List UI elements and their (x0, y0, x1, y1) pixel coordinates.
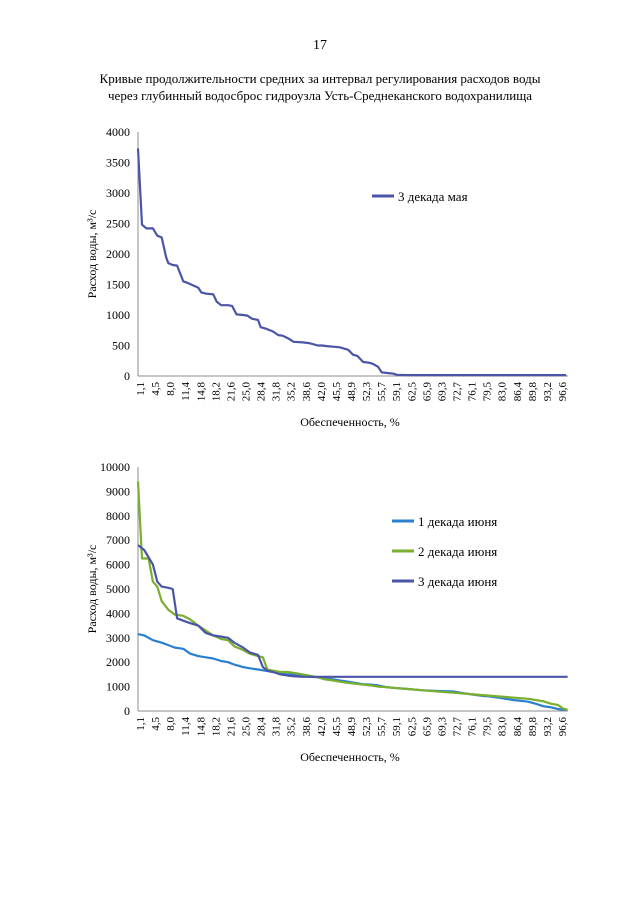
y-tick-label: 4000 (106, 125, 130, 139)
x-tick-label: 8,0 (165, 717, 177, 731)
y-tick-label: 7000 (106, 533, 130, 547)
y-tick-label: 2000 (106, 655, 130, 669)
x-tick-label: 83,0 (497, 382, 509, 402)
legend-label: 1 декада июня (418, 514, 497, 529)
x-tick-label: 14,8 (195, 717, 207, 737)
x-tick-label: 69,3 (436, 382, 448, 402)
x-tick-label: 79,5 (482, 717, 494, 737)
x-tick-label: 14,8 (195, 382, 207, 402)
x-tick-label: 8,0 (165, 382, 177, 396)
x-tick-label: 21,6 (225, 717, 237, 737)
x-tick-label: 72,7 (452, 382, 464, 402)
y-tick-label: 5000 (106, 582, 130, 596)
y-tick-label: 2000 (106, 247, 130, 261)
legend-label: 3 декада июня (418, 574, 497, 589)
y-tick-label: 3000 (106, 631, 130, 645)
chart-june: 0 1000 2000 3000 4000 5000 6000 7000 8000 9000 100… (85, 460, 569, 764)
x-tick-label: 28,4 (256, 717, 268, 737)
x-tick-label: 65,9 (421, 717, 433, 737)
title-line-1: Кривые продолжительности средних за инте… (99, 71, 541, 86)
y-tick-label: 4000 (106, 606, 130, 620)
y-tick-label: 1500 (106, 278, 130, 292)
x-tick-label: 69,3 (436, 717, 448, 737)
x-tick-label: 62,5 (406, 382, 418, 402)
x-tick-label: 93,2 (542, 382, 554, 401)
y-tick-label: 500 (112, 339, 130, 353)
page-title: Кривые продолжительности средних за инте… (0, 70, 640, 104)
x-tick-label: 89,8 (527, 717, 539, 737)
y-tick-label: 10000 (100, 460, 130, 474)
chart-may: 0 500 1000 1500 2000 2500 3000 3500 4000 1,1 4,5 8,… (85, 125, 569, 429)
x-tick-label: 93,2 (542, 717, 554, 736)
x-tick-label: 35,2 (286, 717, 298, 736)
x-tick-label: 48,9 (346, 717, 358, 737)
x-tick-label: 96,6 (557, 382, 569, 402)
y-tick-label: 1000 (106, 680, 130, 694)
legend-label: 2 декада июня (418, 544, 497, 559)
x-tick-label: 59,1 (391, 382, 403, 401)
y-tick-label: 3000 (106, 186, 130, 200)
x-tick-label: 25,0 (241, 382, 253, 402)
x-tick-label: 45,5 (331, 717, 343, 737)
y-tick-label: 9000 (106, 484, 130, 498)
y-axis-label: Расход воды, м³/с (85, 210, 99, 299)
x-tick-label: 76,1 (467, 717, 479, 736)
x-tick-label: 79,5 (482, 382, 494, 402)
x-tick-label: 38,6 (301, 717, 313, 737)
x-tick-label: 4,5 (150, 717, 162, 731)
series-line (136, 148, 567, 377)
x-tick-label: 55,7 (376, 717, 388, 737)
x-tick-label: 86,4 (512, 382, 524, 402)
y-tick-label: 2500 (106, 217, 130, 231)
title-line-2: через глубинный водосброс гидроузла Усть… (108, 88, 532, 103)
x-tick-label: 96,6 (557, 717, 569, 737)
x-tick-label: 52,3 (361, 382, 373, 402)
x-tick-label: 55,7 (376, 382, 388, 402)
x-tick-label: 86,4 (512, 717, 524, 737)
x-tick-label: 52,3 (361, 717, 373, 737)
x-axis-label: Обеспеченность, % (300, 415, 400, 429)
x-tick-label: 35,2 (286, 382, 298, 401)
x-tick-label: 18,2 (210, 382, 222, 401)
x-tick-label: 65,9 (421, 382, 433, 402)
x-tick-label: 72,7 (452, 717, 464, 737)
y-axis-label: Расход воды, м³/с (85, 545, 99, 634)
x-tick-label: 76,1 (467, 382, 479, 401)
x-tick-label: 31,8 (271, 717, 283, 737)
series-line (136, 481, 568, 711)
x-tick-label: 1,1 (135, 382, 147, 396)
x-tick-label: 18,2 (210, 717, 222, 736)
x-tick-label: 45,5 (331, 382, 343, 402)
x-tick-label: 28,4 (256, 382, 268, 402)
x-tick-label: 21,6 (225, 382, 237, 402)
x-tick-label: 31,8 (271, 382, 283, 402)
x-tick-label: 83,0 (497, 717, 509, 737)
legend-label: 3 декада мая (398, 189, 468, 204)
y-tick-label: 6000 (106, 558, 130, 572)
y-tick-label: 0 (124, 369, 130, 383)
y-tick-label: 8000 (106, 509, 130, 523)
page-number: 17 (313, 38, 327, 53)
series-line (137, 633, 567, 712)
y-tick-label: 3500 (106, 156, 130, 170)
x-tick-label: 62,5 (406, 717, 418, 737)
x-tick-label: 38,6 (301, 382, 313, 402)
x-tick-label: 42,0 (316, 382, 328, 402)
x-tick-label: 59,1 (391, 717, 403, 736)
y-tick-label: 1000 (106, 308, 130, 322)
y-tick-label: 0 (124, 704, 130, 718)
x-tick-label: 4,5 (150, 382, 162, 396)
x-tick-label: 25,0 (241, 717, 253, 737)
series-line (137, 544, 568, 678)
x-tick-label: 11,4 (180, 382, 192, 401)
x-axis-label: Обеспеченность, % (300, 750, 400, 764)
x-tick-label: 11,4 (180, 717, 192, 736)
x-tick-label: 1,1 (135, 717, 147, 731)
x-tick-label: 42,0 (316, 717, 328, 737)
x-tick-label: 48,9 (346, 382, 358, 402)
x-tick-label: 89,8 (527, 382, 539, 402)
